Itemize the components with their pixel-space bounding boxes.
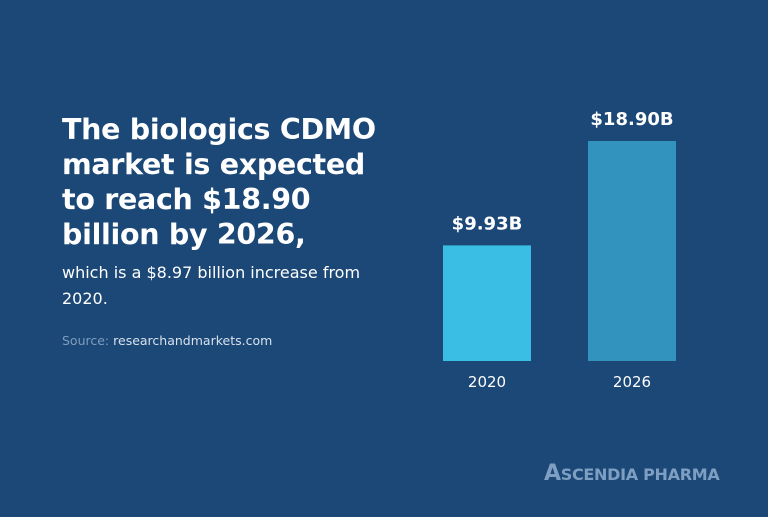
- data-label-2020: $9.93B: [452, 213, 523, 234]
- bar-2026: [588, 141, 676, 361]
- source: Source: researchandmarkets.com: [62, 333, 272, 348]
- bar-2020: [443, 245, 531, 361]
- source-value: researchandmarkets.com: [113, 333, 273, 348]
- x-tick-label-2020: 2020: [468, 373, 506, 391]
- source-label: Source:: [62, 333, 110, 348]
- headline: The biologics CDMO market is expected to…: [62, 113, 376, 251]
- ascendia-pharma-logo: ASCENDIA PHARMA: [544, 461, 720, 486]
- data-label-2026: $18.90B: [590, 109, 673, 130]
- subtext: which is a $8.97 billion increase from 2…: [62, 263, 361, 308]
- x-tick-label-2026: 2026: [613, 373, 651, 391]
